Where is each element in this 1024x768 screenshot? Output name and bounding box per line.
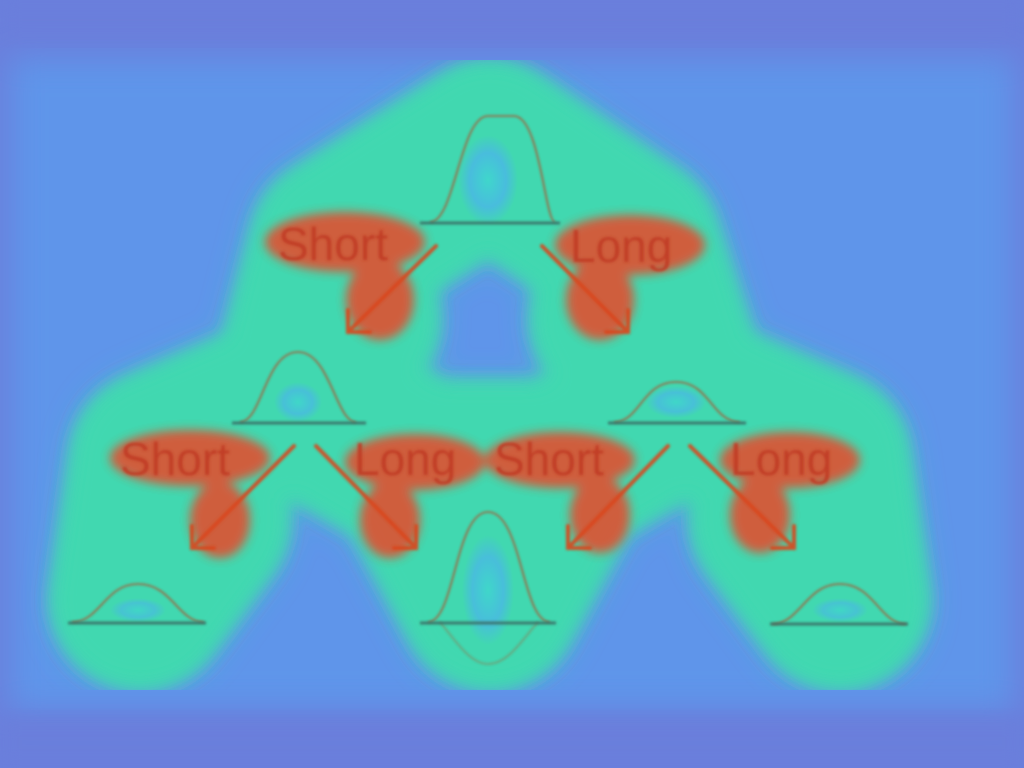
branch-arrows bbox=[190, 244, 796, 550]
left-long-arrow bbox=[314, 444, 418, 550]
heat-overlay bbox=[55, 65, 925, 685]
right-short-label: Short bbox=[494, 433, 604, 485]
right-short-arrow bbox=[566, 444, 670, 550]
root-short-label: Short bbox=[278, 218, 388, 270]
left-distribution-curve bbox=[239, 351, 357, 423]
left-long-label: Long bbox=[354, 433, 456, 485]
root-short-arrow bbox=[346, 244, 438, 334]
middle-leaf-distribution-curve bbox=[427, 511, 551, 623]
baselines bbox=[68, 221, 908, 626]
left-leaf-distribution-curve bbox=[71, 583, 205, 623]
root-long-label: Long bbox=[570, 220, 672, 272]
right-leaf-distribution-curve bbox=[771, 583, 907, 625]
right-long-label: Long bbox=[730, 433, 832, 485]
right-long-arrow bbox=[688, 444, 796, 550]
root-long-arrow bbox=[540, 244, 630, 334]
left-short-arrow bbox=[190, 444, 296, 550]
middle-leaf-lower-curve bbox=[439, 621, 539, 665]
distribution-curves bbox=[71, 115, 907, 665]
left-short-label: Short bbox=[120, 433, 230, 485]
right-distribution-curve bbox=[613, 381, 741, 423]
root-distribution-curve bbox=[429, 115, 556, 223]
